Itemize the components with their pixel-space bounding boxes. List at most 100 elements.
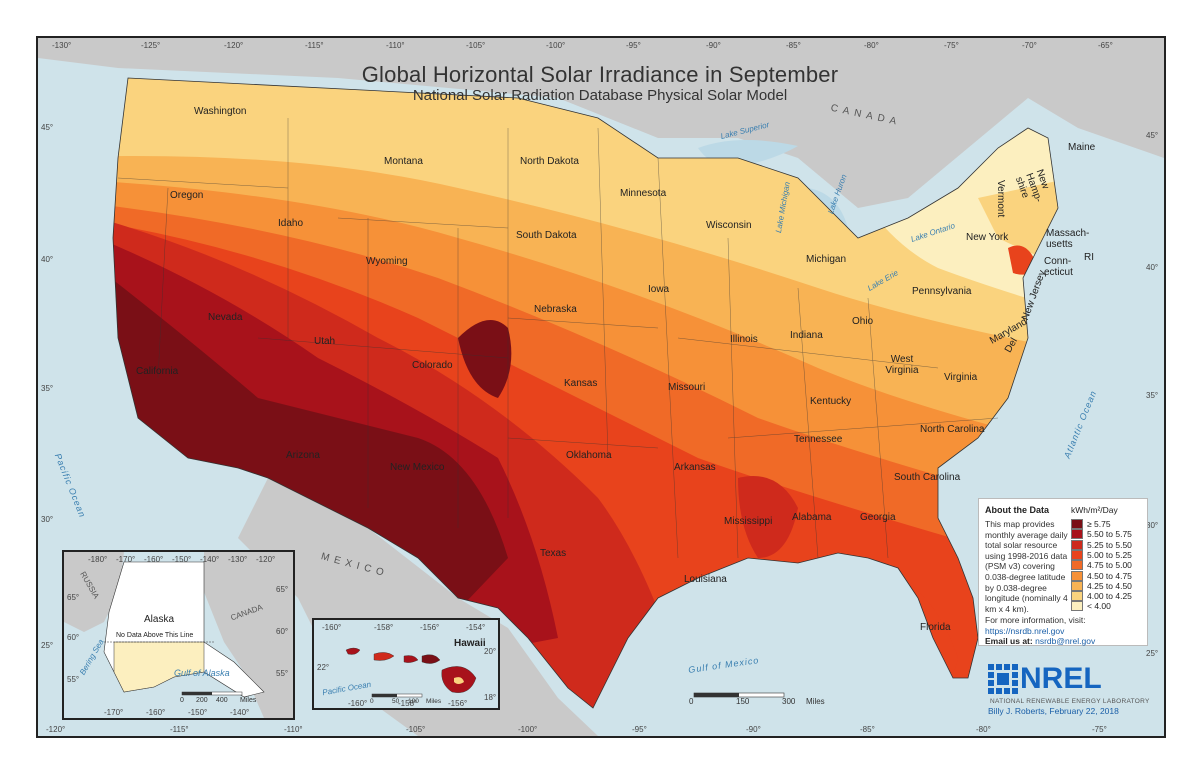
alaska-scale-label: 400	[216, 697, 228, 704]
state-boundaries	[117, 118, 999, 559]
legend-row: 5.25 to 5.50	[1071, 539, 1147, 550]
hawaii-tick: -160°	[322, 623, 341, 632]
about-more: For more information, visit:	[985, 615, 1086, 625]
legend-label: 5.00 to 5.25	[1087, 549, 1132, 560]
hawaii-scale-label: Miles	[426, 698, 442, 705]
scale-label: 150	[736, 697, 750, 706]
tick-label-right: 25°	[1146, 649, 1158, 658]
legend-swatch	[1071, 570, 1083, 581]
legend-unit: kWh/m²/Day	[1071, 505, 1118, 515]
state-label-georgia: Georgia	[860, 512, 896, 523]
email-label: Email us at:	[985, 636, 1033, 646]
state-label-nebraska: Nebraska	[534, 304, 577, 315]
tick-label-top: -70°	[1022, 41, 1037, 50]
hawaii-scale-fill	[372, 694, 397, 697]
alaska-data-region	[113, 641, 205, 693]
nrel-logo-subtitle: NATIONAL RENEWABLE ENERGY LABORATORY	[990, 698, 1150, 705]
hawaii-tick: -156°	[420, 623, 439, 632]
gulf-of-alaska-label: Gulf of Alaska	[174, 668, 230, 678]
hawaii-scale-label: 0	[370, 698, 374, 705]
legend-row: < 4.00	[1071, 601, 1147, 612]
oahu-island	[373, 652, 395, 661]
state-label-michigan: Michigan	[806, 254, 847, 265]
kauai-island	[345, 647, 361, 655]
canada-landmass	[38, 38, 1164, 208]
legend-swatch	[1071, 601, 1083, 612]
tick-label-bottom: -75°	[1092, 725, 1107, 734]
state-label-colorado: Colorado	[412, 360, 453, 371]
alaska-scale-label: 0	[180, 697, 184, 704]
tick-label-bottom: -115°	[170, 725, 189, 734]
tick-label-left: 45°	[41, 123, 53, 132]
alaska-tick: -120°	[256, 555, 275, 564]
state-label-maine: Maine	[1068, 142, 1096, 153]
legend-swatch	[1071, 539, 1083, 550]
state-label-rhode-island: RI	[1084, 252, 1094, 263]
state-label-alabama: Alabama	[792, 512, 832, 523]
tick-label-left: 40°	[41, 255, 53, 264]
state-label-utah: Utah	[314, 336, 336, 347]
tick-label-top: -85°	[786, 41, 801, 50]
about-data-box: About the Data This map provides monthly…	[978, 498, 1148, 646]
big-island-summit	[454, 677, 464, 684]
bottom-longitude-ticks: -120° -115° -110° -105° -100° -95° -90° …	[46, 725, 1107, 734]
tick-label-bottom: -120°	[46, 725, 65, 734]
hawaii-tick: -158°	[374, 623, 393, 632]
legend-row: ≥ 5.75	[1071, 519, 1147, 529]
alaska-scale-label: 200	[196, 697, 208, 704]
hawaii-label: Hawaii	[454, 638, 486, 649]
hawaii-scale-label: 50	[392, 698, 400, 705]
state-label-nevada: Nevada	[208, 312, 243, 323]
state-label-illinois: Illinois	[730, 334, 758, 345]
tick-label-top: -75°	[944, 41, 959, 50]
legend-label: 5.25 to 5.50	[1087, 539, 1132, 550]
alaska-tick: -160°	[146, 708, 165, 717]
about-title: About the Data	[985, 505, 1049, 515]
nrel-logo: NREL NATIONAL RENEWABLE ENERGY LABORATOR…	[986, 660, 1149, 720]
state-label-pennsylvania: Pennsylvania	[912, 286, 972, 297]
legend-swatch	[1071, 529, 1083, 540]
tick-label-right: 35°	[1146, 391, 1158, 400]
alaska-tick: -150°	[172, 555, 191, 564]
alaska-tick: 55°	[67, 675, 79, 684]
tick-label-top: -115°	[305, 41, 324, 50]
alaska-tick: -170°	[116, 555, 135, 564]
tick-label-top: -130°	[52, 41, 71, 50]
tick-label-top: -100°	[546, 41, 565, 50]
legend-label: ≥ 5.75	[1087, 519, 1111, 529]
alaska-tick: 65°	[67, 593, 79, 602]
scale-label: Miles	[806, 697, 825, 706]
tick-label-bottom: -110°	[284, 725, 303, 734]
email-link[interactable]: nsrdb@nrel.gov	[1035, 636, 1096, 646]
legend-row: 4.50 to 4.75	[1071, 570, 1147, 581]
hawaii-tick: -154°	[466, 623, 485, 632]
state-label-indiana: Indiana	[790, 330, 823, 341]
legend-label: 4.00 to 4.25	[1087, 591, 1132, 602]
alaska-tick: -180°	[88, 555, 107, 564]
alaska-tick: -150°	[188, 708, 207, 717]
state-label-new-york: New York	[966, 232, 1009, 243]
state-label-texas: Texas	[540, 548, 567, 559]
hawaii-tick: -156°	[448, 699, 467, 708]
maui-island	[421, 654, 441, 664]
state-label-north-carolina: North Carolina	[920, 424, 985, 435]
tick-label-bottom: -100°	[518, 725, 537, 734]
legend-label: 4.25 to 4.50	[1087, 580, 1132, 591]
state-label-tennessee: Tennessee	[794, 434, 843, 445]
about-url-link[interactable]: https://nsrdb.nrel.gov	[985, 626, 1065, 636]
tick-label-left: 30°	[41, 515, 53, 524]
nrel-sun-icon	[988, 664, 1018, 694]
hawaii-map-svg: -160° -158° -156° -154° -160° -158° -156…	[317, 623, 496, 708]
tick-label-right: 45°	[1146, 131, 1158, 140]
about-email: Email us at: nsrdb@nrel.gov	[985, 636, 1095, 646]
top-longitude-ticks: -130° -125° -120° -115° -110° -105° -100…	[52, 41, 1113, 50]
hawaii-scale-label: 100	[408, 698, 419, 705]
scale-label: 0	[689, 697, 694, 706]
tick-label-top: -120°	[224, 41, 243, 50]
molokai-island	[403, 655, 419, 663]
legend-row: 4.00 to 4.25	[1071, 591, 1147, 602]
state-label-west-virginia: West Virginia	[885, 354, 919, 376]
tick-label-bottom: -90°	[746, 725, 761, 734]
state-label-washington: Washington	[194, 106, 247, 117]
legend-swatch	[1071, 580, 1083, 591]
